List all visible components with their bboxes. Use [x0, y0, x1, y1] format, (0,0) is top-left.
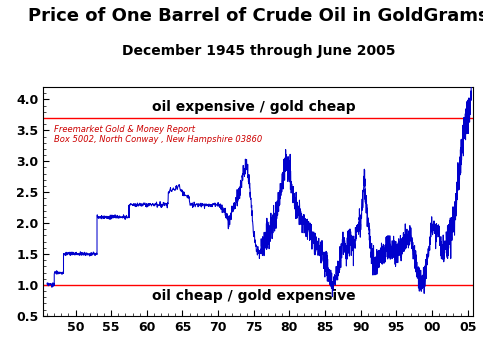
Text: oil expensive / gold cheap: oil expensive / gold cheap [152, 100, 355, 114]
Text: oil cheap / gold expensive: oil cheap / gold expensive [152, 289, 355, 303]
Text: Box 5002, North Conway , New Hampshire 03860: Box 5002, North Conway , New Hampshire 0… [54, 135, 262, 144]
Text: December 1945 through June 2005: December 1945 through June 2005 [122, 44, 395, 58]
Text: Freemarket Gold & Money Report: Freemarket Gold & Money Report [54, 126, 195, 134]
Text: Price of One Barrel of Crude Oil in GoldGrams: Price of One Barrel of Crude Oil in Gold… [28, 7, 483, 25]
